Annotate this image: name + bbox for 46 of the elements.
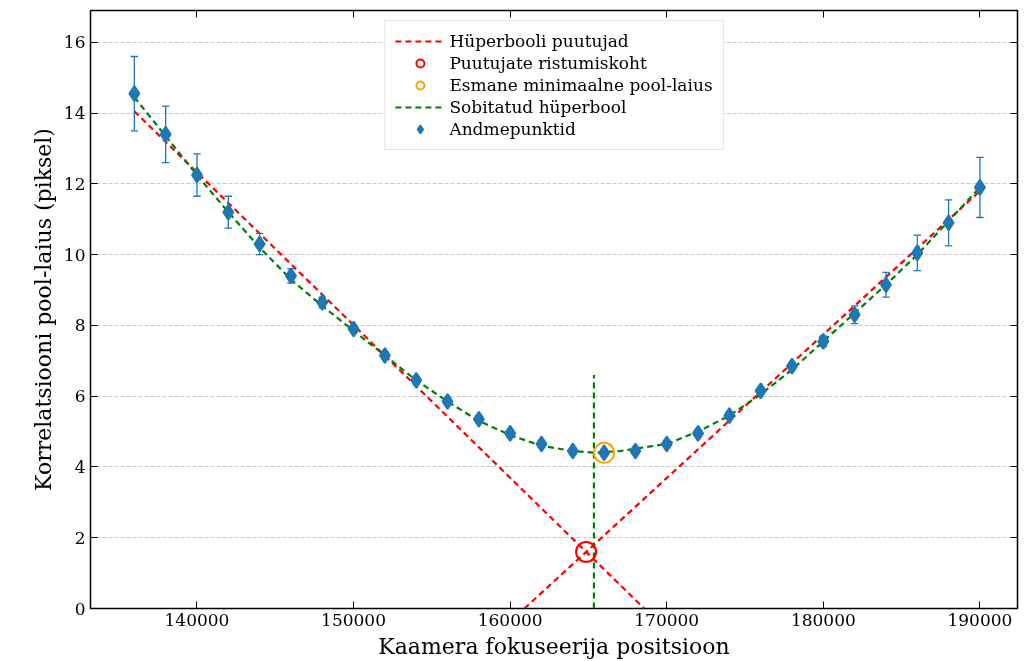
x-tick-label: 150000 xyxy=(321,609,387,630)
point xyxy=(723,407,736,425)
point xyxy=(566,442,579,460)
point xyxy=(593,441,616,464)
point xyxy=(441,393,454,410)
point xyxy=(159,125,172,143)
point xyxy=(222,203,235,221)
point xyxy=(786,357,799,375)
y-tick-label: 10 xyxy=(63,244,86,265)
point xyxy=(879,276,892,294)
x-tick-label: 140000 xyxy=(164,609,230,630)
y-tick-label: 0 xyxy=(74,598,86,619)
legend-label: Hüperbooli puutujad xyxy=(449,31,629,51)
x-tick-label: 170000 xyxy=(634,609,700,630)
point xyxy=(504,424,517,442)
x-tick-label: 180000 xyxy=(790,609,856,630)
point xyxy=(535,435,548,453)
y-tick-label: 12 xyxy=(63,173,86,194)
y-tick-label: 4 xyxy=(74,456,86,477)
point xyxy=(629,442,642,460)
point xyxy=(575,540,598,563)
point xyxy=(347,320,360,338)
point xyxy=(973,178,986,196)
x-tick-label: 190000 xyxy=(947,609,1013,630)
legend-label: Puutujate ristumiskoht xyxy=(449,53,647,73)
point xyxy=(754,382,767,400)
y-tick-label: 2 xyxy=(74,527,86,548)
point xyxy=(692,424,705,442)
point xyxy=(911,244,924,262)
point xyxy=(128,85,141,103)
legend-label: Sobitatud hüperbool xyxy=(449,97,627,117)
point xyxy=(472,410,485,428)
x-axis-title: Kaamera fokuseerija positsioon xyxy=(378,633,730,659)
y-tick-label: 16 xyxy=(63,32,86,53)
legend-label: Esmane minimaalne pool-laius xyxy=(449,75,713,95)
point xyxy=(942,214,955,232)
point xyxy=(410,371,423,389)
y-axis-title: Korrelatsiooni pool-laius (piksel) xyxy=(30,128,56,491)
point xyxy=(660,435,673,453)
legend-label: Andmepunktid xyxy=(449,119,576,139)
y-tick-label: 14 xyxy=(63,103,86,124)
y-tick-label: 8 xyxy=(74,315,86,336)
point xyxy=(190,166,203,184)
point xyxy=(378,347,391,364)
x-tick-label: 160000 xyxy=(477,609,543,630)
y-tick-label: 6 xyxy=(74,386,86,407)
